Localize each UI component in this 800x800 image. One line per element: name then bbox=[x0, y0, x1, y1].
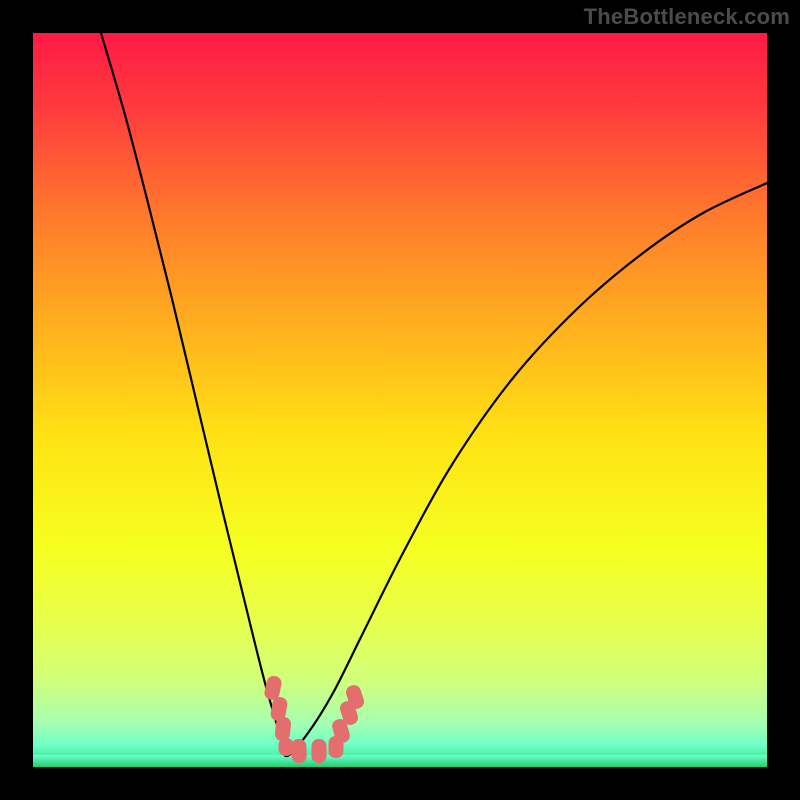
curve-marker bbox=[312, 739, 327, 763]
plot-svg bbox=[33, 33, 767, 767]
curve-marker bbox=[291, 739, 307, 764]
bottom-green-band bbox=[33, 755, 767, 767]
frame: TheBottleneck.com bbox=[0, 0, 800, 800]
curve-marker bbox=[279, 738, 294, 756]
gradient-background bbox=[33, 33, 767, 767]
plot-area bbox=[33, 33, 767, 767]
watermark-text: TheBottleneck.com bbox=[584, 4, 790, 30]
